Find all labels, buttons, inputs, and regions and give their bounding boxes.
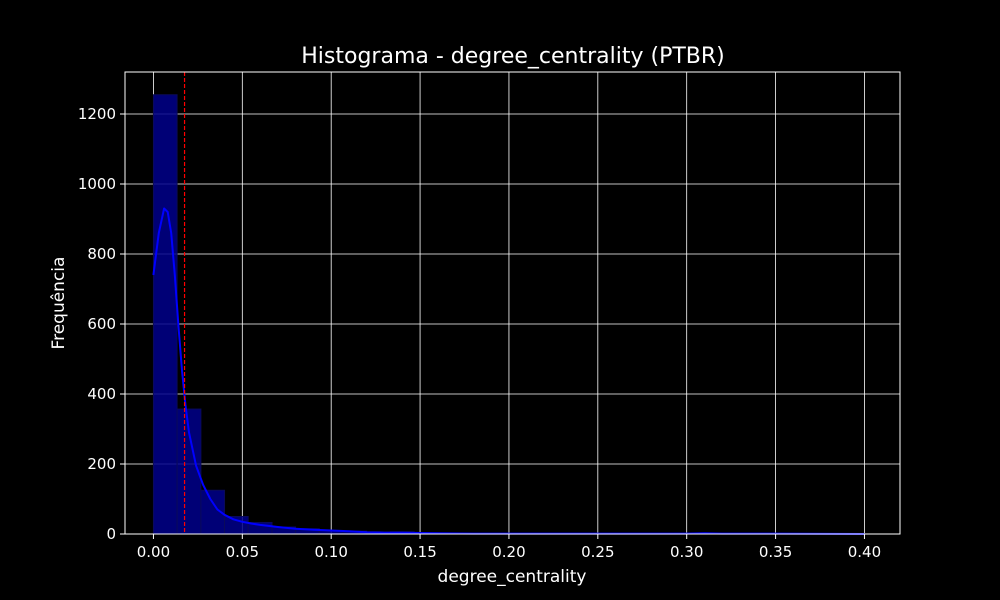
chart-title: Histograma - degree_centrality (PTBR): [301, 44, 724, 69]
y-tick-label: 400: [87, 385, 116, 403]
y-axis-ticks: 0 200 400 600 800 1000 1200: [78, 105, 125, 543]
histogram-bar: [152, 94, 178, 535]
y-tick-label: 1200: [78, 105, 116, 123]
histogram-bars: [152, 94, 865, 535]
x-tick-label: 0.35: [759, 543, 792, 561]
x-tick-label: 0.25: [581, 543, 614, 561]
plot-frame: [124, 71, 901, 535]
x-tick-label: 0.10: [314, 543, 347, 561]
y-tick-label: 200: [87, 455, 116, 473]
y-tick-label: 600: [87, 315, 116, 333]
y-axis-label: Frequência: [49, 257, 69, 350]
x-tick-label: 0.30: [670, 543, 703, 561]
y-tick-label: 800: [87, 245, 116, 263]
y-tick-label: 1000: [78, 175, 116, 193]
x-axis-label: degree_centrality: [438, 567, 587, 587]
x-tick-label: 0.40: [848, 543, 881, 561]
x-axis-ticks: 0.00 0.05 0.10 0.15 0.20 0.25 0.30 0.35 0.40: [137, 534, 881, 561]
x-tick-label: 0.05: [226, 543, 259, 561]
y-tick-label: 0: [106, 525, 116, 543]
x-tick-label: 0.00: [137, 543, 170, 561]
x-tick-label: 0.15: [403, 543, 436, 561]
x-tick-label: 0.20: [492, 543, 525, 561]
